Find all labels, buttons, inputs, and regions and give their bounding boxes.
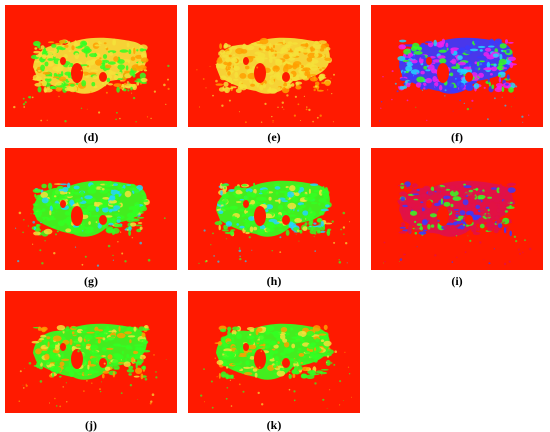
caption-h: (h) (266, 274, 282, 288)
heatmap-image-f (371, 5, 543, 127)
heatmap-image-i (371, 148, 543, 270)
heatmap-image-g (5, 148, 177, 270)
noise-specks (383, 209, 532, 266)
rock-region (31, 323, 151, 380)
noise-specks (196, 65, 335, 124)
noise-specks (13, 64, 170, 123)
rock-region (215, 37, 332, 94)
heatmap-image-h (188, 148, 360, 270)
noise-specks (18, 350, 167, 408)
caption-i: (i) (451, 274, 463, 288)
noise-specks (198, 209, 351, 264)
rock-region (30, 37, 149, 94)
caption-g: (g) (84, 274, 98, 288)
noise-specks (379, 65, 530, 123)
noise-specks (200, 350, 352, 409)
heatmap-image-j (5, 291, 177, 413)
panel-k (188, 291, 360, 413)
rock-region (214, 180, 333, 237)
caption-j: (j) (85, 418, 97, 432)
heatmap-image-d (5, 5, 177, 127)
caption-d: (d) (83, 130, 99, 144)
heatmap-image-k (188, 291, 360, 413)
rock-region (397, 37, 517, 94)
rock-region (214, 323, 334, 380)
panel-i (371, 148, 543, 270)
caption-f: (f) (451, 130, 463, 144)
panel-f (371, 5, 543, 127)
panel-e (188, 5, 360, 127)
panel-h (188, 148, 360, 270)
panel-g (5, 148, 177, 270)
heatmap-image-e (188, 5, 360, 127)
noise-specks (15, 208, 166, 267)
caption-k: (k) (266, 418, 282, 432)
panel-j (5, 291, 177, 413)
rock-region (397, 180, 517, 237)
rock-region (31, 180, 150, 237)
caption-e: (e) (267, 130, 281, 144)
panel-d (5, 5, 177, 127)
